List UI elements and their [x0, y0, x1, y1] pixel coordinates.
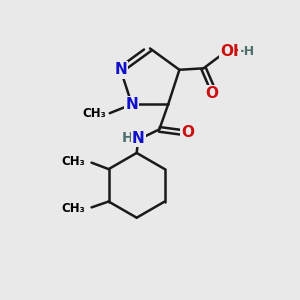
Text: ·H: ·H	[239, 45, 254, 58]
Text: N: N	[132, 131, 145, 146]
Text: CH₃: CH₃	[61, 155, 85, 168]
Text: O: O	[205, 86, 218, 101]
Text: OH: OH	[221, 44, 247, 59]
Text: CH₃: CH₃	[82, 107, 106, 120]
Text: CH₃: CH₃	[61, 202, 85, 215]
Text: N: N	[125, 97, 138, 112]
Text: H: H	[122, 131, 134, 145]
Text: N: N	[114, 62, 127, 77]
Text: O: O	[182, 125, 194, 140]
